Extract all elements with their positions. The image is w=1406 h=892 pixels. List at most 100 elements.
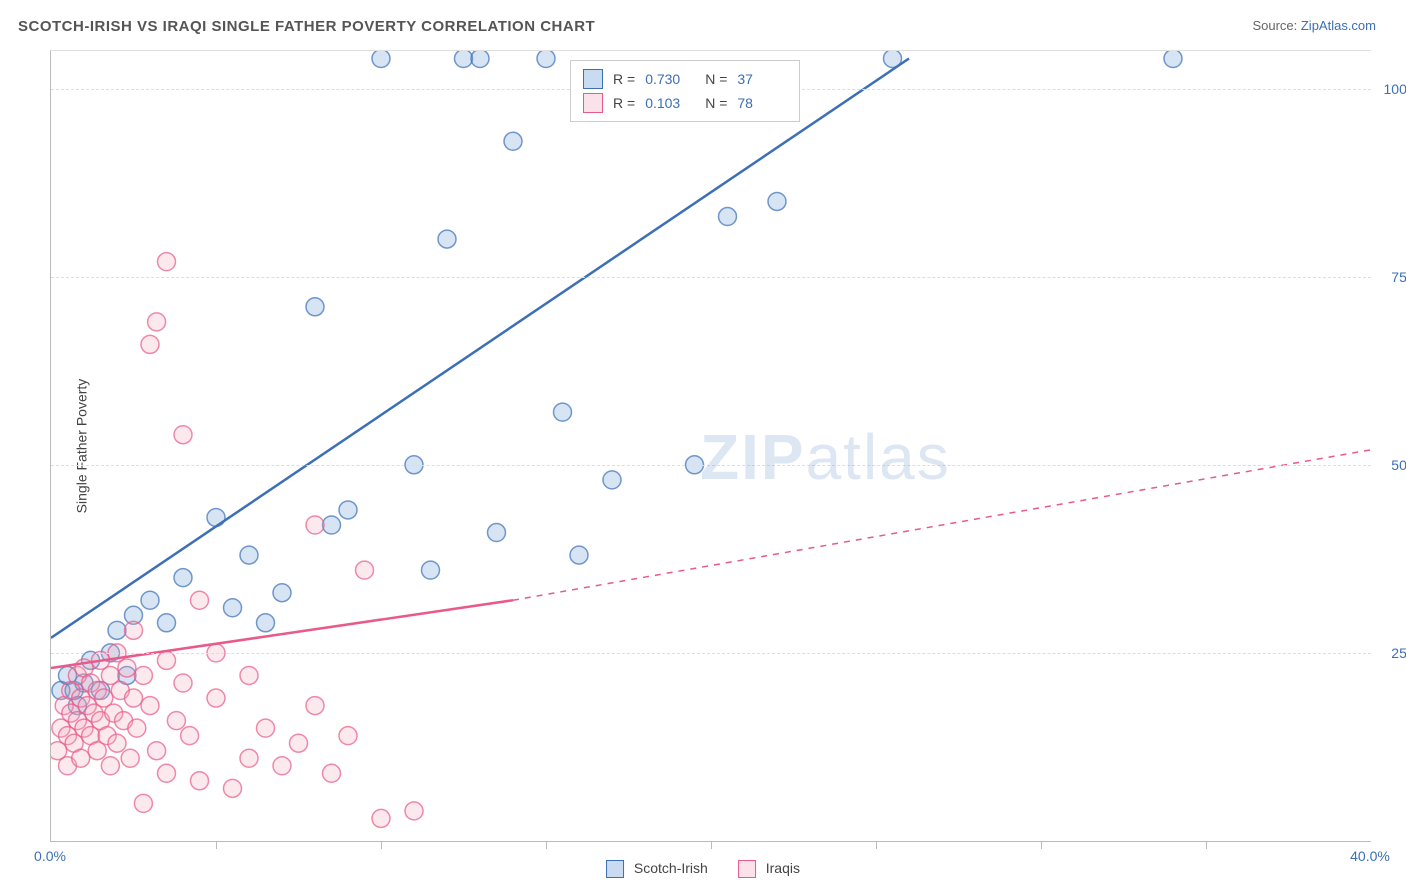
scatter-point [422, 561, 440, 579]
legend-swatch-scotch-irish [606, 860, 624, 878]
scatter-point [72, 749, 90, 767]
scatter-point [141, 697, 159, 715]
scatter-point [405, 802, 423, 820]
y-tick-label: 25.0% [1391, 645, 1406, 661]
scatter-point [174, 569, 192, 587]
chart-svg [51, 51, 1371, 841]
x-tick [381, 841, 382, 849]
scatter-point [488, 524, 506, 542]
x-tick [216, 841, 217, 849]
source-link[interactable]: ZipAtlas.com [1301, 18, 1376, 33]
scatter-point [118, 659, 136, 677]
legend-label-scotch-irish: Scotch-Irish [634, 860, 708, 876]
stats-n-label: N = [705, 95, 727, 111]
source-prefix: Source: [1252, 18, 1300, 33]
scatter-point [504, 132, 522, 150]
x-tick [1041, 841, 1042, 849]
scatter-point [273, 584, 291, 602]
scatter-point [356, 561, 374, 579]
stats-row: R =0.103N =78 [583, 91, 787, 115]
scatter-point [134, 666, 152, 684]
stats-r-label: R = [613, 95, 635, 111]
x-tick-label: 40.0% [1350, 848, 1390, 864]
gridline-h [51, 465, 1371, 466]
stats-row: R = 0.730 N = 37 [583, 67, 787, 91]
scatter-point [181, 727, 199, 745]
scatter-point [240, 666, 258, 684]
scatter-point [537, 51, 555, 68]
scatter-point [174, 426, 192, 444]
scatter-point [134, 794, 152, 812]
chart-plot-area: 25.0%50.0%75.0%100.0% [50, 50, 1371, 842]
scatter-point [438, 230, 456, 248]
scatter-point [290, 734, 308, 752]
scatter-point [323, 516, 341, 534]
x-tick [1206, 841, 1207, 849]
scatter-point [148, 742, 166, 760]
scatter-point [224, 779, 242, 797]
scatter-point [207, 689, 225, 707]
scatter-point [323, 764, 341, 782]
scatter-point [719, 208, 737, 226]
scatter-point [141, 335, 159, 353]
scatter-point [121, 749, 139, 767]
legend-label-iraqis: Iraqis [766, 860, 800, 876]
scatter-point [158, 614, 176, 632]
scatter-point [174, 674, 192, 692]
scatter-point [603, 471, 621, 489]
y-tick-label: 50.0% [1391, 457, 1406, 473]
x-tick [876, 841, 877, 849]
y-tick-label: 75.0% [1391, 269, 1406, 285]
scatter-point [273, 757, 291, 775]
gridline-h [51, 653, 1371, 654]
scatter-point [158, 253, 176, 271]
x-tick [711, 841, 712, 849]
scatter-point [339, 501, 357, 519]
scatter-point [191, 772, 209, 790]
scatter-point [339, 727, 357, 745]
scatter-point [108, 621, 126, 639]
scatter-point [167, 712, 185, 730]
scatter-point [554, 403, 572, 421]
stats-n-value: 78 [737, 95, 787, 111]
scatter-point [108, 734, 126, 752]
stats-n-value: 37 [737, 71, 787, 87]
scatter-point [141, 591, 159, 609]
trend-line-dashed [513, 450, 1371, 600]
x-tick [546, 841, 547, 849]
scatter-point [125, 621, 143, 639]
bottom-legend: Scotch-Irish Iraqis [606, 860, 800, 878]
scatter-point [125, 689, 143, 707]
scatter-point [191, 591, 209, 609]
legend-item-iraqis: Iraqis [738, 860, 800, 878]
legend-swatch-iraqis [738, 860, 756, 878]
stats-swatch [583, 93, 603, 113]
trend-line [51, 59, 909, 638]
stats-swatch [583, 69, 603, 89]
stats-r-value: 0.730 [645, 71, 695, 87]
chart-title: SCOTCH-IRISH VS IRAQI SINGLE FATHER POVE… [18, 18, 595, 35]
scatter-point [158, 651, 176, 669]
scatter-point [128, 719, 146, 737]
scatter-point [1164, 51, 1182, 68]
scatter-point [158, 764, 176, 782]
scatter-point [372, 51, 390, 68]
scatter-point [306, 697, 324, 715]
stats-r-label: R = [613, 71, 635, 87]
stats-n-label: N = [705, 71, 727, 87]
scatter-point [768, 192, 786, 210]
x-tick-label: 0.0% [34, 848, 66, 864]
scatter-point [570, 546, 588, 564]
legend-item-scotch-irish: Scotch-Irish [606, 860, 708, 878]
scatter-point [207, 508, 225, 526]
scatter-point [372, 809, 390, 827]
scatter-point [101, 757, 119, 775]
correlation-stats-box: R =0.730N =37R =0.103N =78 [570, 60, 800, 122]
source-attribution: Source: ZipAtlas.com [1252, 18, 1376, 33]
gridline-h [51, 277, 1371, 278]
scatter-point [471, 51, 489, 68]
scatter-point [240, 546, 258, 564]
scatter-point [306, 298, 324, 316]
scatter-point [455, 51, 473, 68]
scatter-point [240, 749, 258, 767]
